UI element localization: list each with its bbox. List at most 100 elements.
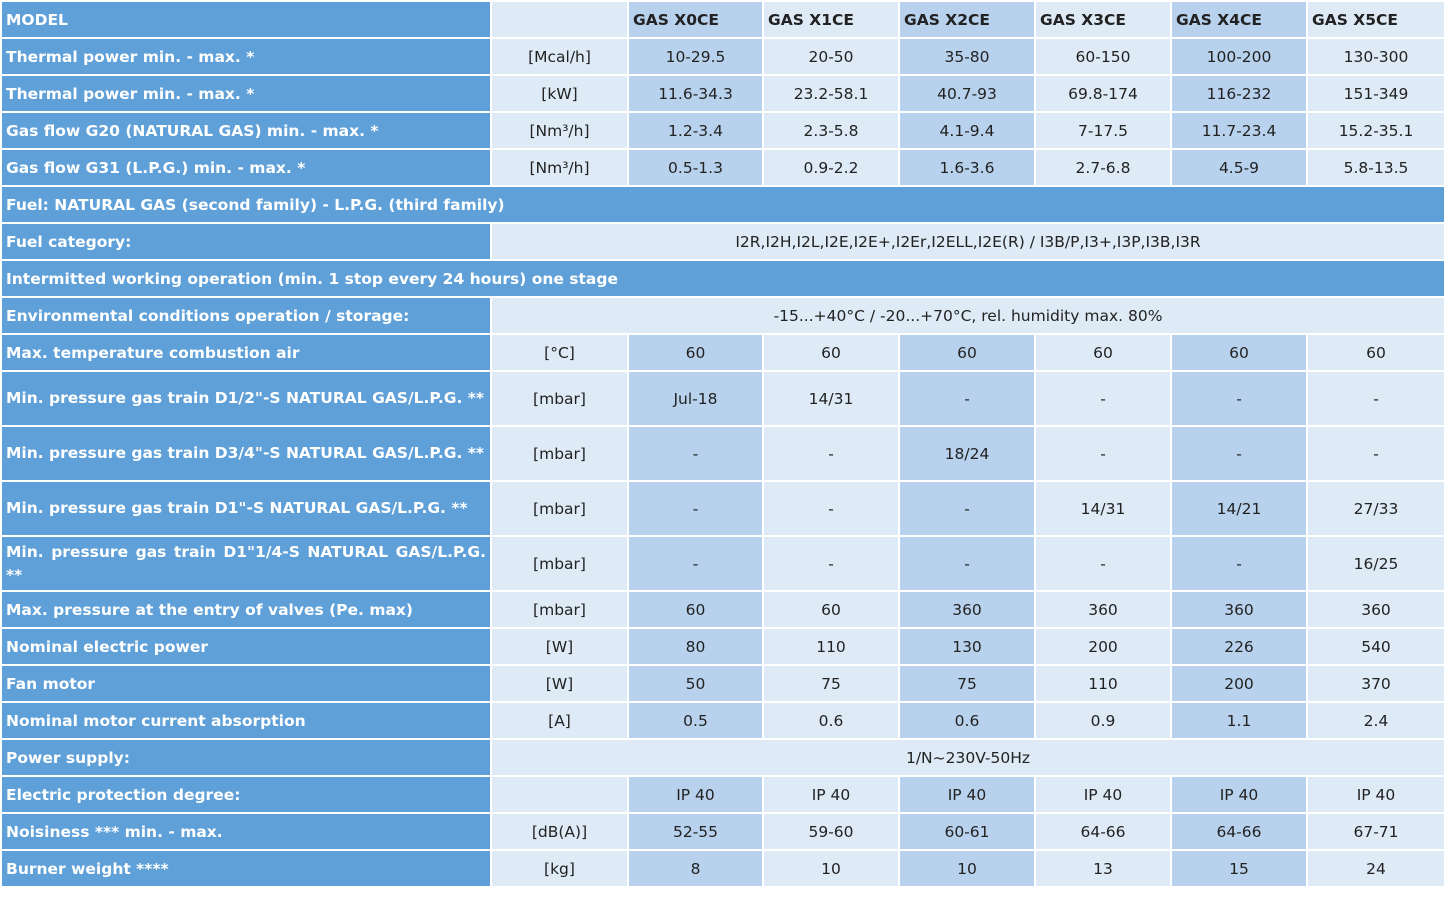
row-label: Gas flow G31 (L.P.G.) min. - max. *	[0, 148, 492, 187]
value: 64-66	[1170, 812, 1308, 851]
value: 360	[1306, 590, 1444, 629]
value: 130-300	[1306, 37, 1444, 76]
value: 11.6-34.3	[627, 74, 764, 113]
row: Min. pressure gas train D1"1/4-S NATURAL…	[0, 535, 1444, 592]
row-label: Burner weight ****	[0, 849, 492, 888]
unit: [kg]	[490, 849, 629, 888]
value: 60	[627, 333, 764, 372]
value: 11.7-23.4	[1170, 111, 1308, 150]
row: Fuel category: I2R,I2H,I2L,I2E,I2E+,I2Er,…	[0, 222, 1444, 261]
value: 151-349	[1306, 74, 1444, 113]
model-name: GAS X1CE	[762, 0, 900, 39]
row: Fan motor [W] 50 75 75 110 200 370	[0, 664, 1444, 703]
header-row: MODEL GAS X0CE GAS X1CE GAS X2CE GAS X3CE GAS…	[0, 0, 1444, 39]
row: Min. pressure gas train D3/4"-S NATURAL …	[0, 425, 1444, 482]
value: -	[1034, 425, 1172, 482]
value: 200	[1034, 627, 1172, 666]
value: 2.3-5.8	[762, 111, 900, 150]
row-label: Nominal electric power	[0, 627, 492, 666]
table-body: MODEL GAS X0CE GAS X1CE GAS X2CE GAS X3CE GAS…	[0, 0, 1444, 888]
row-label: Noisiness *** min. - max.	[0, 812, 492, 851]
value: -	[1034, 370, 1172, 427]
value: 60	[1170, 333, 1308, 372]
row-label: Fan motor	[0, 664, 492, 703]
value: 67-71	[1306, 812, 1444, 851]
value: 360	[1170, 590, 1308, 629]
row: Environmental conditions operation / sto…	[0, 296, 1444, 335]
value: -	[1034, 535, 1172, 592]
value: -	[1170, 370, 1308, 427]
value: 0.6	[762, 701, 900, 740]
value: 80	[627, 627, 764, 666]
value: -	[762, 535, 900, 592]
row-label: Gas flow G20 (NATURAL GAS) min. - max. *	[0, 111, 492, 150]
model-name: GAS X5CE	[1306, 0, 1444, 39]
row-label: Fuel category:	[0, 222, 492, 261]
value: -	[762, 425, 900, 482]
value: 27/33	[1306, 480, 1444, 537]
value: IP 40	[898, 775, 1036, 814]
model-name: GAS X4CE	[1170, 0, 1308, 39]
value: 110	[762, 627, 900, 666]
value: 15	[1170, 849, 1308, 888]
value: 14/21	[1170, 480, 1308, 537]
value: 75	[762, 664, 900, 703]
value: 7-17.5	[1034, 111, 1172, 150]
value: 4.1-9.4	[898, 111, 1036, 150]
value: 15.2-35.1	[1306, 111, 1444, 150]
unit: [W]	[490, 664, 629, 703]
value: 0.5-1.3	[627, 148, 764, 187]
row: Power supply: 1/N~230V-50Hz	[0, 738, 1444, 777]
value: IP 40	[1170, 775, 1308, 814]
value: 60	[898, 333, 1036, 372]
row-label: Min. pressure gas train D1"1/4-S NATURAL…	[0, 535, 492, 592]
row-label: Electric protection degree:	[0, 775, 492, 814]
row: Max. pressure at the entry of valves (Pe…	[0, 590, 1444, 629]
value: -	[1306, 425, 1444, 482]
unit: [Mcal/h]	[490, 37, 629, 76]
value: 52-55	[627, 812, 764, 851]
value: 100-200	[1170, 37, 1308, 76]
value: -	[762, 480, 900, 537]
row: Max. temperature combustion air [°C] 60 60 6…	[0, 333, 1444, 372]
value: 13	[1034, 849, 1172, 888]
value: -	[898, 535, 1036, 592]
row-label: Environmental conditions operation / sto…	[0, 296, 492, 335]
value: 60	[1034, 333, 1172, 372]
header-label: MODEL	[0, 0, 492, 39]
row: Gas flow G20 (NATURAL GAS) min. - max. *…	[0, 111, 1444, 150]
value: 8	[627, 849, 764, 888]
unit: [Nm³/h]	[490, 111, 629, 150]
value: 370	[1306, 664, 1444, 703]
value: -	[898, 370, 1036, 427]
value: 16/25	[1306, 535, 1444, 592]
value: -	[627, 425, 764, 482]
row: Electric protection degree: IP 40 IP 40 IP …	[0, 775, 1444, 814]
unit: [mbar]	[490, 590, 629, 629]
value: 540	[1306, 627, 1444, 666]
row: Nominal motor current absorption [A] 0.5 0.…	[0, 701, 1444, 740]
value: IP 40	[762, 775, 900, 814]
value: 1.2-3.4	[627, 111, 764, 150]
value: 0.9-2.2	[762, 148, 900, 187]
unit	[490, 775, 629, 814]
value: 130	[898, 627, 1036, 666]
unit: [W]	[490, 627, 629, 666]
row: Fuel: NATURAL GAS (second family) - L.P.…	[0, 185, 1444, 224]
row: Nominal electric power [W] 80 110 130 200 226 5…	[0, 627, 1444, 666]
value: 10	[762, 849, 900, 888]
value: 0.5	[627, 701, 764, 740]
value: IP 40	[1306, 775, 1444, 814]
span-value: -15...+40°C / -20...+70°C, rel. humidity…	[490, 296, 1444, 335]
span-value: 1/N~230V-50Hz	[490, 738, 1444, 777]
row: Min. pressure gas train D1/2"-S NATURAL …	[0, 370, 1444, 427]
value: Jul-18	[627, 370, 764, 427]
value: 226	[1170, 627, 1308, 666]
unit: [mbar]	[490, 370, 629, 427]
value: -	[1170, 425, 1308, 482]
row: Thermal power min. - max. * [kW] 11.6-34.3…	[0, 74, 1444, 113]
value: 110	[1034, 664, 1172, 703]
value: 40.7-93	[898, 74, 1036, 113]
value: 20-50	[762, 37, 900, 76]
